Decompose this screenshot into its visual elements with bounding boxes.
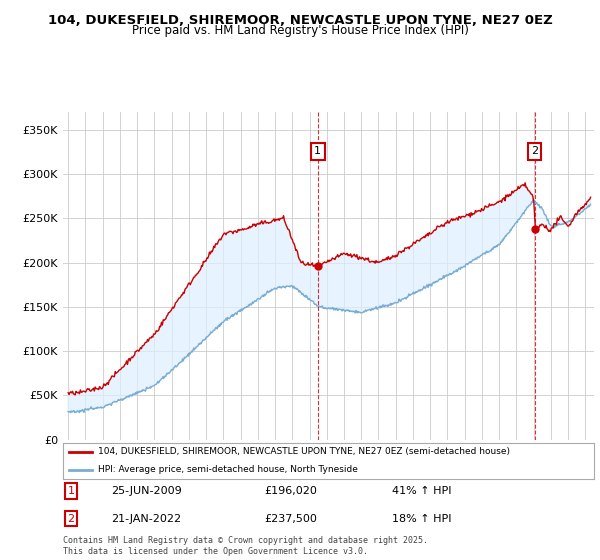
- Text: 25-JUN-2009: 25-JUN-2009: [111, 486, 182, 496]
- Text: Price paid vs. HM Land Registry's House Price Index (HPI): Price paid vs. HM Land Registry's House …: [131, 24, 469, 36]
- Text: 1: 1: [67, 486, 74, 496]
- Text: 104, DUKESFIELD, SHIREMOOR, NEWCASTLE UPON TYNE, NE27 0EZ: 104, DUKESFIELD, SHIREMOOR, NEWCASTLE UP…: [47, 14, 553, 27]
- Text: Contains HM Land Registry data © Crown copyright and database right 2025.
This d: Contains HM Land Registry data © Crown c…: [63, 536, 428, 556]
- Text: £237,500: £237,500: [265, 514, 317, 524]
- Text: £196,020: £196,020: [265, 486, 317, 496]
- Text: 2: 2: [531, 146, 538, 156]
- Text: 41% ↑ HPI: 41% ↑ HPI: [392, 486, 452, 496]
- Text: 21-JAN-2022: 21-JAN-2022: [111, 514, 181, 524]
- Text: HPI: Average price, semi-detached house, North Tyneside: HPI: Average price, semi-detached house,…: [98, 465, 358, 474]
- Text: 2: 2: [67, 514, 74, 524]
- Text: 18% ↑ HPI: 18% ↑ HPI: [392, 514, 452, 524]
- Text: 1: 1: [314, 146, 322, 156]
- Text: 104, DUKESFIELD, SHIREMOOR, NEWCASTLE UPON TYNE, NE27 0EZ (semi-detached house): 104, DUKESFIELD, SHIREMOOR, NEWCASTLE UP…: [98, 447, 509, 456]
